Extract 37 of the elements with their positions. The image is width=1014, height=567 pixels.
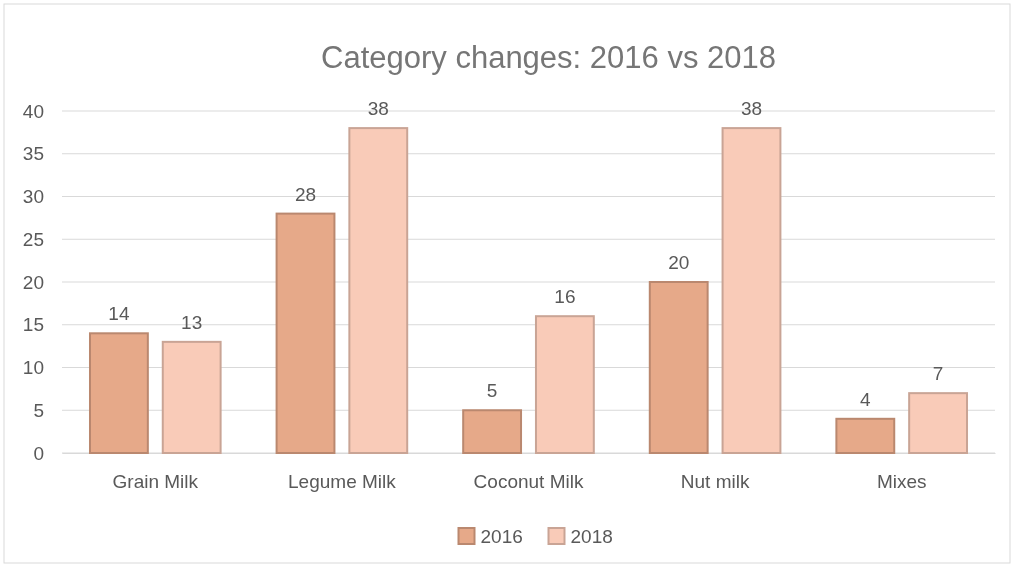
x-tick-label: Coconut Milk xyxy=(473,471,584,493)
data-label: 28 xyxy=(294,183,317,205)
data-label: 4 xyxy=(860,388,872,410)
bar xyxy=(721,127,782,454)
bar xyxy=(648,281,709,454)
data-label: 20 xyxy=(668,252,690,273)
data-label: 38 xyxy=(367,98,389,120)
data-label: 7 xyxy=(932,363,944,385)
bar xyxy=(462,409,523,454)
y-tick-label: 25 xyxy=(22,228,44,250)
x-tick-label: Mixes xyxy=(876,471,927,493)
data-label: 13 xyxy=(181,311,203,333)
data-label: 38 xyxy=(740,98,763,120)
y-tick-label: 0 xyxy=(33,442,44,464)
bar xyxy=(835,417,896,454)
x-tick-label: Legume Milk xyxy=(288,471,397,493)
chart-title: Category changes: 2016 vs 2018 xyxy=(321,40,776,75)
data-label: 14 xyxy=(108,303,130,325)
y-tick-label: 30 xyxy=(22,186,44,208)
y-tick-label: 5 xyxy=(33,399,44,421)
x-tick-label: Nut milk xyxy=(680,471,750,493)
y-tick-label: 20 xyxy=(22,271,44,293)
bar xyxy=(534,315,595,454)
bar xyxy=(908,392,969,454)
bar xyxy=(88,332,149,454)
data-label: 16 xyxy=(554,286,576,308)
x-tick-label: Grain Milk xyxy=(112,471,199,493)
bar xyxy=(275,212,336,454)
y-tick-label: 15 xyxy=(22,314,44,336)
legend-label: 2016 xyxy=(480,526,523,547)
y-tick-label: 10 xyxy=(22,357,44,379)
data-label: 5 xyxy=(486,380,498,402)
y-tick-label: 40 xyxy=(22,100,44,122)
y-tick-label: 35 xyxy=(22,143,44,165)
bar xyxy=(348,127,409,454)
legend-label: 2018 xyxy=(570,526,613,547)
bar xyxy=(161,340,222,454)
